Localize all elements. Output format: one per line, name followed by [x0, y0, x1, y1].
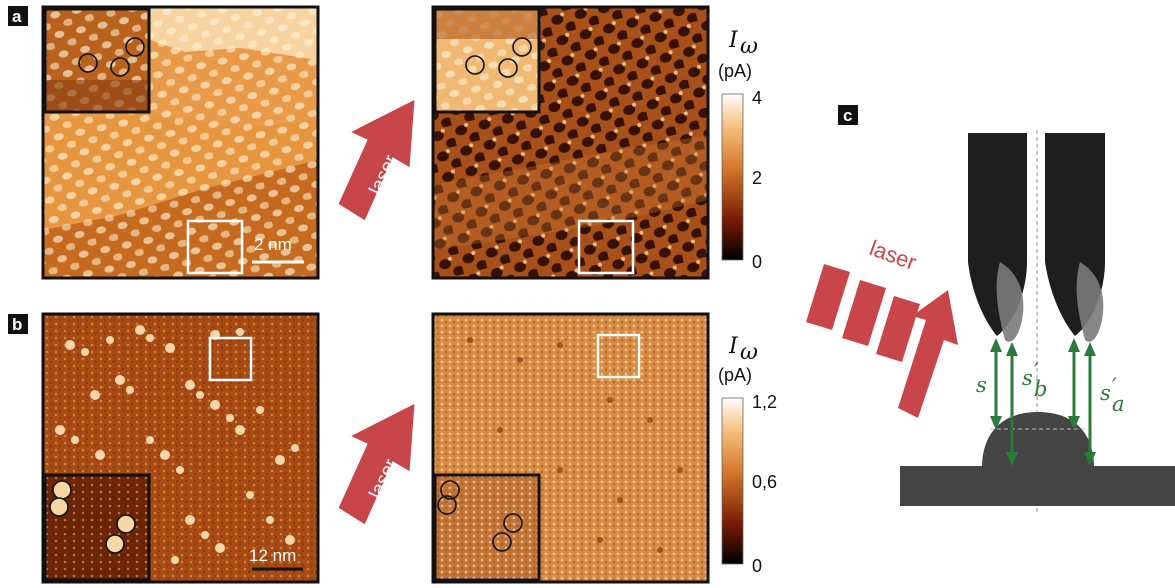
molecule-marker	[105, 534, 125, 554]
svg-text:2: 2	[752, 168, 762, 188]
panel-label-b: b	[8, 314, 28, 334]
colorbar-b-title: I	[728, 334, 739, 359]
svg-text:′: ′	[1112, 374, 1117, 398]
svg-text:(pA): (pA)	[718, 61, 752, 81]
molecule-marker	[498, 58, 518, 78]
scale-bar-b: 12 nm	[249, 546, 303, 571]
svg-text:ω: ω	[740, 34, 758, 59]
zoom-box-a-before	[186, 219, 244, 275]
svg-text:s: s	[1100, 381, 1111, 405]
inset-a-before	[43, 7, 151, 114]
molecule-marker	[437, 495, 457, 515]
svg-text:2 nm: 2 nm	[254, 235, 292, 254]
stm-tip-right	[1045, 133, 1105, 342]
molecule-marker	[116, 514, 136, 534]
molecule-marker	[492, 532, 512, 552]
svg-text:′: ′	[1034, 359, 1039, 383]
molecule-marker	[512, 37, 532, 57]
colorbar-b: I ω (pA) 1,2 0,6 0	[718, 334, 777, 576]
svg-text:a: a	[1112, 392, 1125, 416]
svg-text:a: a	[12, 7, 22, 26]
substrate	[900, 466, 1175, 506]
svg-text:b: b	[1034, 377, 1047, 401]
zoom-box-b-after	[596, 333, 641, 379]
svg-text:1,2: 1,2	[752, 392, 777, 412]
inset-b-after	[433, 473, 541, 582]
svg-text:0: 0	[752, 252, 762, 272]
zoom-box-a-after	[577, 219, 635, 275]
distance-arrows	[990, 338, 1096, 466]
molecule-marker	[110, 57, 130, 77]
zoom-box-b-before	[208, 336, 253, 382]
svg-text:4: 4	[752, 88, 762, 108]
svg-text:ω: ω	[740, 340, 758, 365]
molecule-marker	[125, 37, 145, 57]
label-s-b: s ′ b	[1022, 359, 1047, 401]
laser-beams-c: laser	[806, 235, 958, 418]
svg-text:0: 0	[752, 556, 762, 576]
tip-diagram: s s ′ b s ′ a	[900, 130, 1175, 515]
molecule-marker	[52, 480, 72, 500]
molecule-marker	[503, 513, 523, 533]
colorbar-a-title: I	[728, 28, 739, 53]
molecule-marker	[465, 55, 485, 75]
colorbar-a: I ω (pA) 4 2 0	[718, 28, 762, 272]
svg-text:(pA): (pA)	[718, 365, 752, 385]
svg-text:12 nm: 12 nm	[249, 546, 296, 565]
label-s: s	[976, 373, 987, 397]
svg-text:laser: laser	[866, 235, 919, 275]
stm-tip-left	[968, 133, 1027, 342]
inset-a-after	[433, 7, 541, 114]
scale-bar-a: 2 nm	[252, 235, 304, 264]
molecule-marker	[440, 480, 460, 500]
label-s-a: s ′ a	[1100, 374, 1125, 416]
molecule-marker	[49, 497, 69, 517]
svg-text:0,6: 0,6	[752, 472, 777, 492]
panel-label-a: a	[8, 6, 28, 26]
svg-text:s: s	[1022, 366, 1033, 390]
laser-arrow-b: laser	[337, 402, 416, 526]
inset-b-before	[43, 473, 151, 582]
svg-text:b: b	[12, 315, 22, 334]
stm-image-a-after	[431, 5, 710, 280]
svg-text:c: c	[843, 106, 852, 125]
panel-label-c: c	[838, 105, 858, 125]
molecule-marker	[78, 53, 98, 73]
laser-arrow-a: laser	[337, 98, 416, 222]
